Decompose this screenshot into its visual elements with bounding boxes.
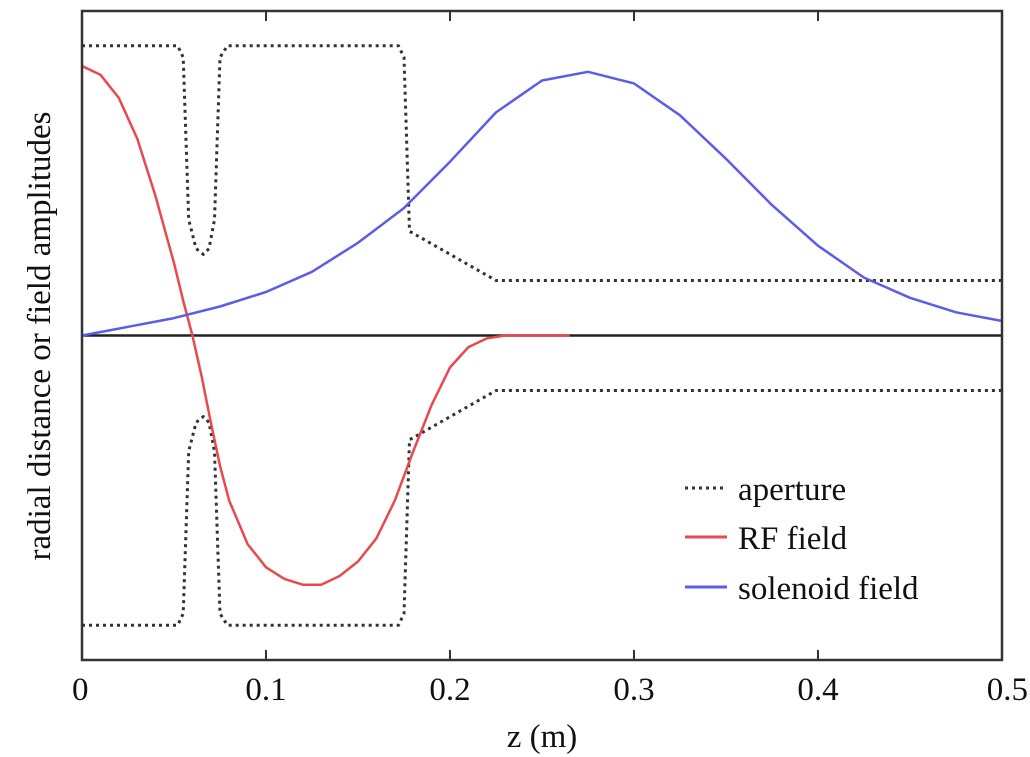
legend: aperture RF field solenoid field	[685, 472, 919, 607]
plot-frame	[80, 9, 1004, 662]
x-tick-label: 0.2	[429, 672, 470, 708]
x-tick-label: 0.4	[797, 672, 838, 708]
x-tick-label: 0.3	[613, 672, 654, 708]
x-axis-ticks: 0 0.1 0.2 0.3 0.4 0.5	[72, 11, 1028, 708]
series-line-aperture-lower	[82, 389, 1002, 627]
y-axis-label: radial distance or field amplitudes	[22, 111, 58, 560]
x-tick-label: 0.1	[245, 672, 286, 708]
x-tick-label: 0	[72, 672, 89, 708]
legend-label-solenoid-field: solenoid field	[738, 571, 919, 607]
legend-label-aperture: aperture	[738, 472, 846, 508]
series-line-solenoid	[81, 70, 1003, 337]
x-axis-label: z (m)	[507, 719, 578, 755]
plot-lines	[81, 44, 1003, 627]
series-line-aperture	[82, 44, 1002, 282]
legend-label-rf-field: RF field	[738, 521, 848, 557]
series-line-rf	[81, 64, 570, 586]
x-tick-label: 0.5	[987, 672, 1028, 708]
